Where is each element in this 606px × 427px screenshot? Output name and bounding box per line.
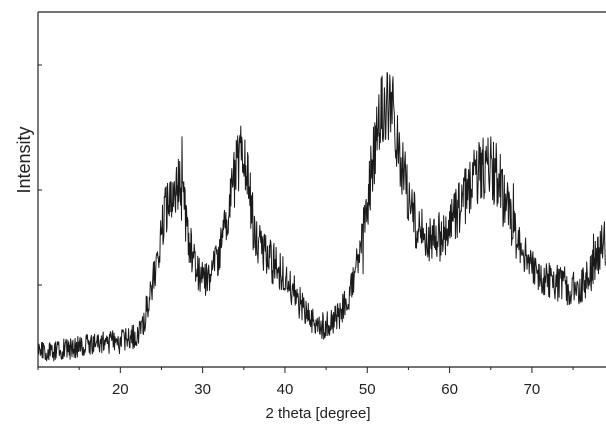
y-axis-title: Intensity bbox=[14, 126, 34, 193]
series-line-intensity bbox=[37, 72, 606, 362]
x-tick-label-60: 60 bbox=[441, 381, 458, 398]
x-tick-label-70: 70 bbox=[524, 381, 541, 398]
x-tick-label-40: 40 bbox=[277, 381, 294, 398]
x-tick-labels: 20 30 40 50 60 70 bbox=[112, 381, 540, 398]
x-tick-label-20: 20 bbox=[112, 381, 129, 398]
x-tick-label-50: 50 bbox=[359, 381, 376, 398]
y-ticks bbox=[38, 64, 42, 286]
x-ticks bbox=[37, 367, 574, 373]
x-tick-label-30: 30 bbox=[194, 381, 211, 398]
plot-area bbox=[38, 12, 606, 367]
x-axis-title: 2 theta [degree] bbox=[265, 405, 370, 422]
